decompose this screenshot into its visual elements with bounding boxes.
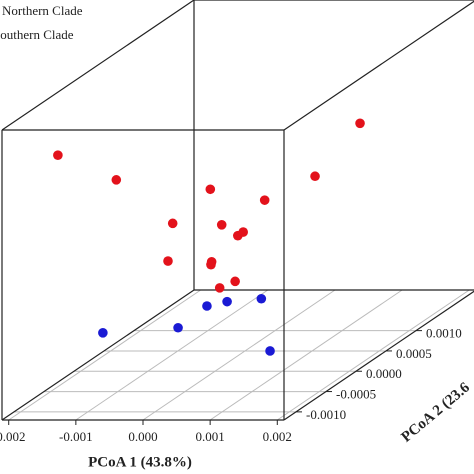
point — [202, 301, 212, 311]
point — [111, 175, 122, 185]
grid-line — [8, 289, 201, 421]
point — [53, 150, 63, 160]
x-tick-label: -0.001 — [59, 429, 93, 444]
point — [310, 171, 320, 182]
point — [355, 118, 365, 129]
point — [238, 227, 248, 237]
box-edge — [1, 0, 195, 131]
x-tick-label: 0.002 — [263, 429, 292, 444]
point — [256, 293, 267, 304]
point — [206, 259, 216, 270]
grid-line — [75, 289, 269, 421]
point — [259, 195, 270, 205]
legend-label: Northern Clade — [2, 3, 83, 18]
point — [173, 322, 183, 333]
point — [98, 328, 108, 338]
grid-line — [142, 289, 336, 421]
x-tick-label: -0.002 — [0, 429, 26, 444]
box-edge — [283, 290, 474, 421]
y-tick-label: -0.0010 — [306, 407, 346, 422]
box-edge — [283, 0, 474, 131]
point — [167, 218, 178, 229]
y-axis-title: PCoA 2 (23.6 — [398, 379, 473, 445]
point — [265, 346, 275, 356]
y-tick-label: -0.0005 — [336, 387, 376, 402]
point — [163, 256, 173, 266]
legend-label: Southern Clade — [0, 27, 74, 42]
grid-line — [277, 289, 470, 421]
point — [222, 296, 232, 307]
point — [205, 184, 216, 195]
grid-line — [209, 289, 403, 421]
x-axis-title: PCoA 1 (43.8%) — [88, 454, 192, 470]
y-tick-label: 0.0005 — [396, 346, 432, 361]
point — [214, 283, 225, 293]
x-tick-label: 0.001 — [196, 429, 225, 444]
point — [230, 276, 240, 287]
point — [216, 220, 227, 230]
x-tick-label: 0.000 — [128, 429, 157, 444]
box-edge — [1, 289, 195, 421]
y-tick-label: 0.0010 — [426, 326, 462, 341]
y-tick-label: 0.0000 — [366, 366, 402, 381]
